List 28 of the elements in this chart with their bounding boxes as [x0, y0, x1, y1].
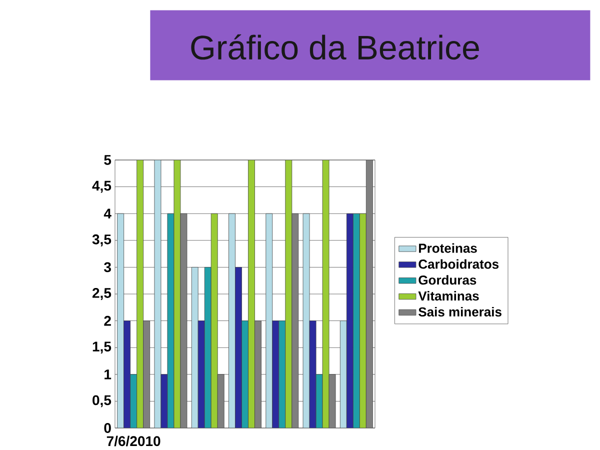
- bar: [359, 213, 366, 428]
- bar: [210, 213, 218, 428]
- y-tick-label: 3: [104, 262, 111, 272]
- bar: [272, 320, 280, 428]
- legend-label: Vitaminas: [418, 291, 479, 301]
- chart-title: Gráfico da Beatrice: [191, 34, 479, 60]
- bar: [198, 320, 205, 428]
- y-tick-label: 5: [104, 155, 112, 165]
- legend-label: Gorduras: [418, 275, 476, 285]
- y-tick-label: 2,5: [92, 288, 112, 300]
- y-tick-label: 1,5: [92, 342, 112, 354]
- y-tick-label: 3,5: [92, 234, 112, 246]
- y-tick-label: 4,5: [92, 180, 112, 193]
- bar: [346, 213, 354, 428]
- bar: [235, 267, 242, 428]
- legend-label: Carboidratos: [418, 259, 499, 269]
- y-tick-label: 1: [104, 370, 112, 380]
- bar: [248, 160, 255, 428]
- legend-label: Proteinas: [419, 243, 477, 253]
- bar: [285, 160, 292, 428]
- y-tick-label: 0,5: [92, 395, 112, 408]
- y-tick-label: 4: [104, 208, 112, 218]
- bar: [124, 320, 131, 428]
- x-tick-label: 7/6/2010: [106, 436, 160, 446]
- y-tick-label: 0: [104, 423, 111, 433]
- legend-label: Sais minerais: [418, 306, 502, 317]
- bar: [136, 160, 144, 428]
- y-tick-label: 2: [104, 316, 111, 326]
